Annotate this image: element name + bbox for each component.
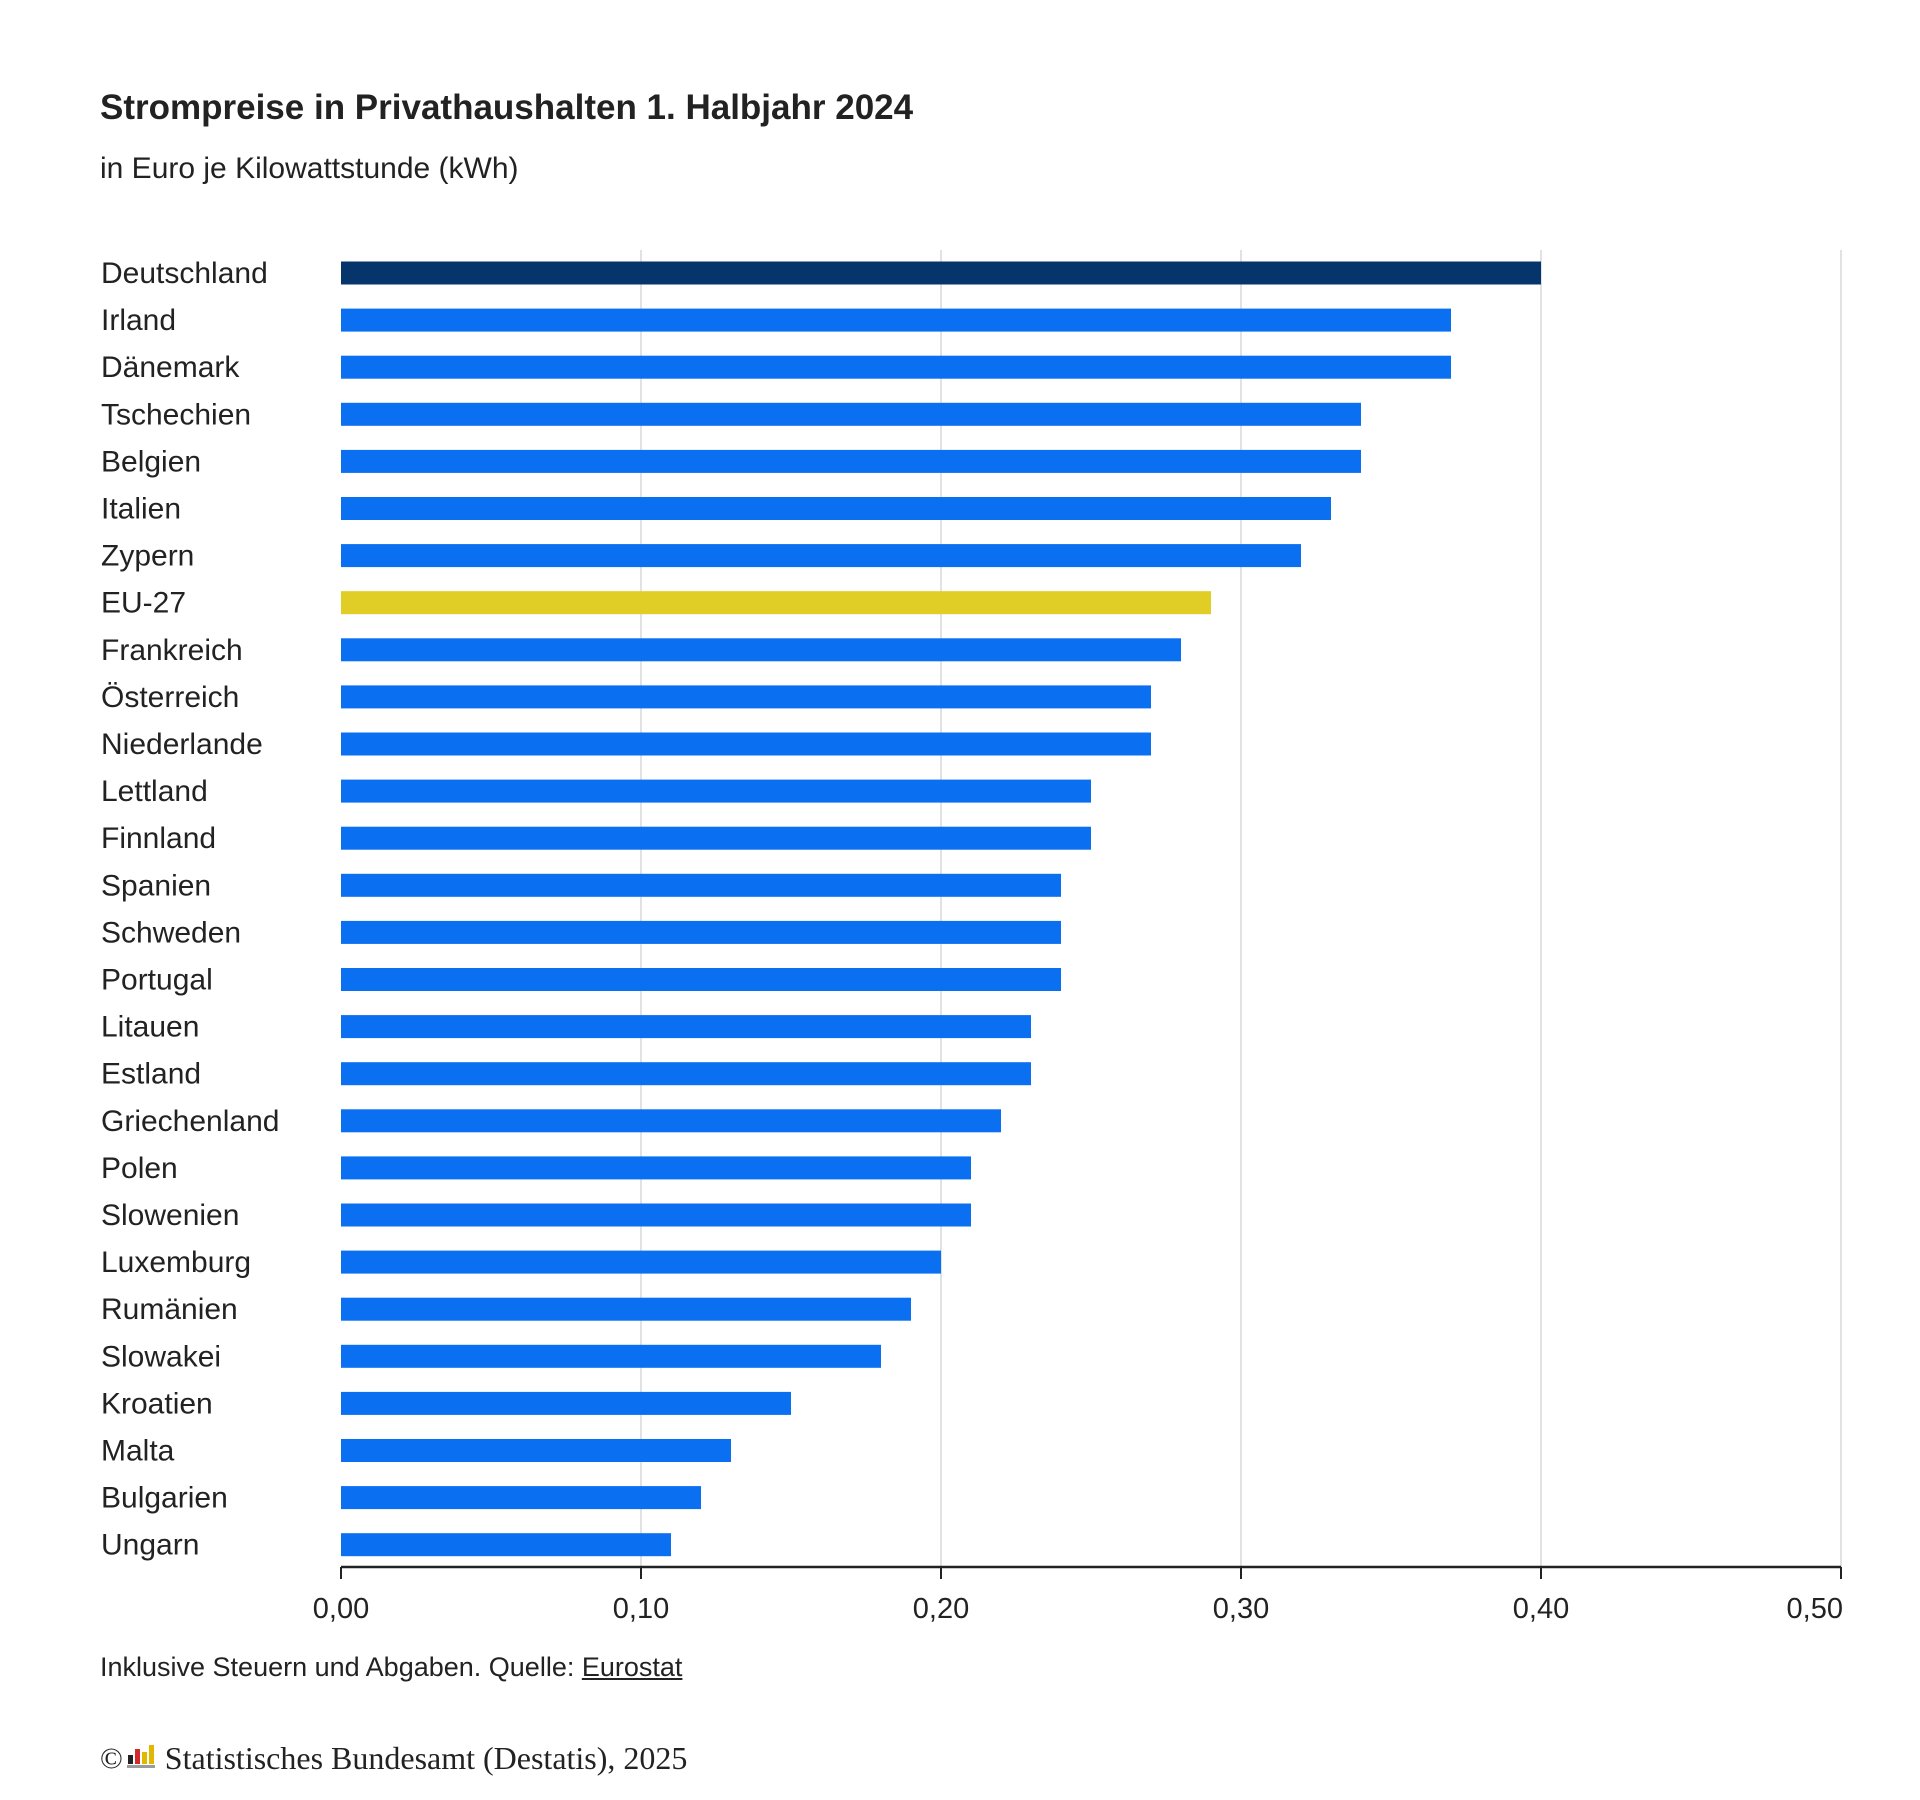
- bar: [341, 1533, 671, 1557]
- bar: [341, 497, 1331, 520]
- x-tick-label: 0,10: [613, 1593, 669, 1625]
- x-tick-label: 0,30: [1213, 1593, 1269, 1625]
- bar: [341, 1062, 1031, 1086]
- bar: [341, 308, 1451, 332]
- bar: [341, 685, 1151, 709]
- category-label: Spanien: [101, 869, 211, 902]
- bar: [341, 968, 1061, 991]
- bars: [341, 261, 1541, 1557]
- category-labels: Deutschland Irland Dänemark Tschechien Belgi…: [101, 257, 279, 1562]
- category-label: Slowenien: [101, 1199, 239, 1232]
- bar: [341, 261, 1541, 285]
- bar: [341, 449, 1361, 473]
- footnote-text: Inklusive Steuern und Abgaben. Quelle:: [100, 1652, 582, 1682]
- category-label: EU-27: [101, 587, 186, 620]
- bar: [341, 826, 1091, 850]
- bar: [341, 1439, 731, 1462]
- category-label: Belgien: [101, 445, 201, 478]
- x-tick-label: 0,50: [1787, 1593, 1843, 1625]
- bar: [341, 591, 1211, 615]
- category-label: Griechenland: [101, 1105, 279, 1138]
- category-label: Dänemark: [101, 351, 240, 384]
- bar: [341, 1297, 911, 1321]
- source-link-eurostat[interactable]: Eurostat: [581, 1652, 683, 1682]
- category-label: Schweden: [101, 916, 241, 949]
- category-label: Slowakei: [101, 1340, 221, 1373]
- category-label: Bulgarien: [101, 1482, 228, 1515]
- bar: [341, 1015, 1031, 1039]
- category-label: Lettland: [101, 775, 208, 808]
- x-axis: 0,00 0,10 0,20 0,30 0,40 0,50: [313, 1565, 1843, 1625]
- category-label: Malta: [101, 1435, 175, 1468]
- bar: [341, 402, 1361, 426]
- credit-text: Statistisches Bundesamt (Destatis), 2025: [164, 1740, 688, 1776]
- category-label: Niederlande: [101, 728, 263, 761]
- bar: [341, 1486, 701, 1510]
- bar: [341, 355, 1451, 379]
- bar: [341, 1156, 971, 1180]
- category-label: Frankreich: [101, 634, 243, 667]
- bar: [341, 638, 1181, 662]
- category-label: Ungarn: [101, 1529, 199, 1562]
- category-label: Polen: [101, 1152, 178, 1185]
- category-label: Tschechien: [101, 398, 251, 431]
- x-tick-label: 0,40: [1513, 1593, 1569, 1625]
- bar: [341, 544, 1301, 568]
- category-label: Portugal: [101, 964, 213, 997]
- x-tick-label: 0,20: [913, 1593, 969, 1625]
- bar: [341, 732, 1151, 756]
- category-label: Österreich: [101, 681, 239, 714]
- category-label: Rumänien: [101, 1293, 238, 1326]
- bar: [341, 1203, 971, 1227]
- category-label: Luxemburg: [101, 1246, 251, 1279]
- destatis-logo-icon: [126, 1740, 155, 1777]
- chart-subtitle: in Euro je Kilowattstunde (kWh): [100, 152, 519, 185]
- x-tick-label: 0,00: [313, 1593, 369, 1625]
- bar: [341, 1109, 1001, 1133]
- category-label: Deutschland: [101, 257, 268, 290]
- category-label: Kroatien: [101, 1387, 213, 1420]
- copyright-symbol: ©: [100, 1741, 123, 1775]
- category-label: Irland: [101, 304, 176, 337]
- category-label: Italien: [101, 493, 181, 526]
- bar-chart: Deutschland Irland Dänemark Tschechien Belgi…: [101, 250, 1843, 1625]
- category-label: Finnland: [101, 822, 216, 855]
- bar: [341, 1250, 941, 1274]
- bar: [341, 873, 1061, 897]
- bar: [341, 779, 1091, 803]
- bar: [341, 1344, 881, 1368]
- chart-title: Strompreise in Privathaushalten 1. Halbj…: [100, 88, 914, 127]
- category-label: Estland: [101, 1058, 201, 1091]
- bar: [341, 1391, 791, 1415]
- category-label: Zypern: [101, 540, 194, 573]
- category-label: Litauen: [101, 1011, 199, 1044]
- footnote: Inklusive Steuern und Abgaben. Quelle: E…: [100, 1652, 682, 1683]
- bar: [341, 920, 1061, 944]
- grid-lines: [640, 250, 1842, 1567]
- copyright-credit: © Statistisches Bundesamt (Destatis), 20…: [100, 1740, 687, 1777]
